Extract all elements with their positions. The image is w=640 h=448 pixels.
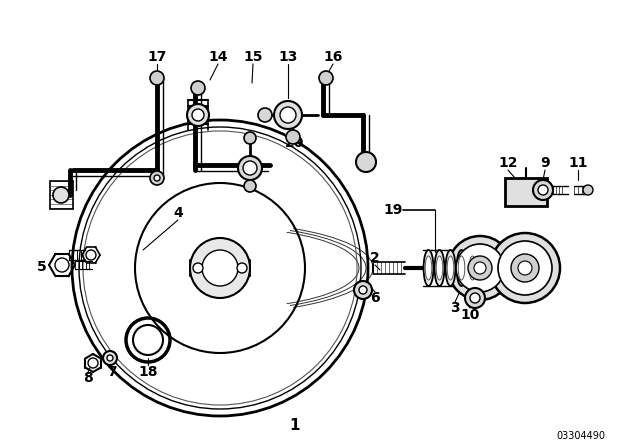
Circle shape (286, 130, 300, 144)
Text: 19: 19 (383, 203, 403, 217)
Ellipse shape (458, 256, 465, 280)
Circle shape (511, 254, 539, 282)
Circle shape (53, 187, 69, 203)
Circle shape (192, 109, 204, 121)
Circle shape (244, 180, 256, 192)
Circle shape (238, 156, 262, 180)
Circle shape (244, 132, 256, 144)
Circle shape (103, 351, 117, 365)
Text: 03304490: 03304490 (556, 431, 605, 441)
Circle shape (193, 263, 203, 273)
Text: 10: 10 (460, 308, 480, 322)
Circle shape (202, 250, 238, 286)
Bar (505, 178, 547, 206)
Circle shape (319, 71, 333, 85)
Circle shape (243, 161, 257, 175)
Circle shape (456, 244, 504, 292)
Circle shape (274, 101, 302, 129)
Circle shape (474, 262, 486, 274)
Ellipse shape (424, 250, 433, 286)
Circle shape (354, 281, 372, 299)
Circle shape (448, 236, 512, 300)
Text: 4: 4 (173, 206, 183, 220)
Text: 12: 12 (499, 156, 518, 170)
Circle shape (470, 293, 480, 303)
Text: 11: 11 (568, 156, 588, 170)
Text: 6: 6 (370, 291, 380, 305)
Circle shape (490, 233, 560, 303)
Text: 9: 9 (540, 156, 550, 170)
Ellipse shape (445, 250, 456, 286)
Text: 15: 15 (243, 50, 263, 64)
Text: 2: 2 (370, 251, 380, 265)
Text: 14: 14 (208, 50, 228, 64)
Circle shape (86, 250, 96, 260)
Circle shape (190, 238, 250, 298)
Circle shape (359, 286, 367, 294)
Circle shape (150, 71, 164, 85)
Circle shape (518, 261, 532, 275)
Text: 8: 8 (83, 371, 93, 385)
Text: 3: 3 (450, 301, 460, 315)
Circle shape (356, 152, 376, 172)
Ellipse shape (436, 256, 443, 280)
Circle shape (583, 185, 593, 195)
Circle shape (107, 355, 113, 361)
Ellipse shape (435, 250, 444, 286)
Circle shape (533, 180, 553, 200)
Text: 7: 7 (107, 365, 117, 379)
Text: 16: 16 (323, 50, 342, 64)
Ellipse shape (425, 256, 432, 280)
Text: 13: 13 (278, 50, 298, 64)
Text: 1: 1 (290, 418, 300, 432)
Circle shape (88, 358, 98, 368)
Circle shape (237, 263, 247, 273)
Text: 17: 17 (147, 50, 166, 64)
Circle shape (258, 108, 272, 122)
Ellipse shape (468, 250, 477, 286)
Text: 18: 18 (138, 365, 157, 379)
Circle shape (538, 185, 548, 195)
Circle shape (498, 241, 552, 295)
Circle shape (150, 171, 164, 185)
Circle shape (280, 107, 296, 123)
Ellipse shape (469, 256, 476, 280)
Circle shape (465, 288, 485, 308)
Circle shape (191, 81, 205, 95)
Circle shape (55, 258, 69, 272)
Circle shape (154, 175, 160, 181)
Ellipse shape (447, 256, 454, 280)
Ellipse shape (456, 250, 467, 286)
Circle shape (468, 256, 492, 280)
Circle shape (187, 104, 209, 126)
Text: 20: 20 (285, 136, 305, 150)
Text: 5: 5 (37, 260, 47, 274)
